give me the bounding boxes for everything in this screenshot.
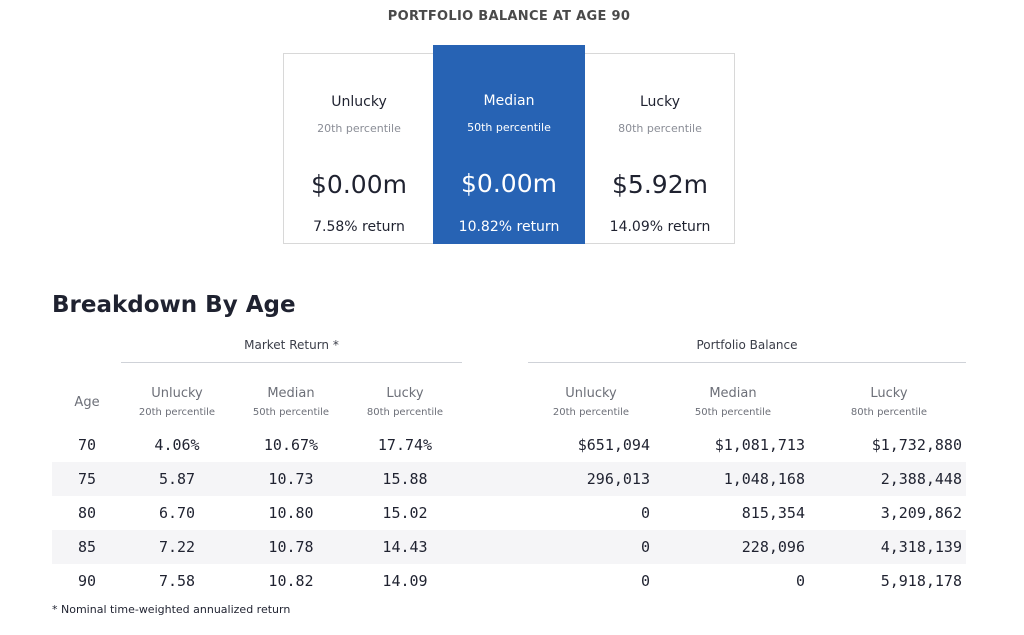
- column-header-percentile: 20th percentile: [138, 407, 216, 418]
- balance-lucky-header: Lucky 80th percentile: [839, 386, 939, 418]
- age-cell: 70: [77, 436, 97, 454]
- market-lucky-header: Lucky 80th percentile: [355, 386, 455, 418]
- scenario-balance: $0.00m: [461, 169, 557, 198]
- scenario-return: 14.09% return: [609, 219, 711, 235]
- balance-lucky-cell: $1,732,880: [871, 436, 962, 454]
- table-row: 70 4.06% 10.67% 17.74% $651,094 $1,081,7…: [52, 428, 966, 462]
- balance-unlucky-cell: 0: [640, 572, 650, 590]
- return-unlucky-cell: 4.06%: [154, 436, 200, 454]
- column-header-percentile: 80th percentile: [366, 407, 444, 418]
- scenario-card-median: Median 50th percentile $0.00m 10.82% ret…: [433, 45, 585, 244]
- breakdown-title: Breakdown By Age: [52, 292, 296, 318]
- scenario-balance: $5.92m: [612, 170, 708, 199]
- portfolio-balance-divider: [528, 362, 966, 363]
- return-lucky-cell: 15.88: [382, 470, 428, 488]
- scenario-return: 10.82% return: [458, 219, 560, 235]
- footnote: * Nominal time-weighted annualized retur…: [52, 603, 291, 616]
- scenario-name: Median: [483, 93, 535, 109]
- column-header-name: Lucky: [386, 386, 424, 401]
- scenario-balance: $0.00m: [311, 170, 407, 199]
- scenario-name: Unlucky: [331, 94, 387, 110]
- return-median-cell: 10.73: [268, 470, 314, 488]
- balance-unlucky-cell: 296,013: [586, 470, 650, 488]
- age-cell: 75: [77, 470, 97, 488]
- column-header-name: Median: [709, 386, 757, 401]
- balance-unlucky-cell: $651,094: [577, 436, 650, 454]
- column-header-name: Unlucky: [565, 386, 617, 401]
- balance-lucky-cell: 4,318,139: [880, 538, 962, 556]
- table-row: 85 7.22 10.78 14.43 0 228,096 4,318,139: [52, 530, 966, 564]
- return-unlucky-cell: 7.58: [158, 572, 196, 590]
- scenario-card-lucky: Lucky 80th percentile $5.92m 14.09% retu…: [585, 54, 735, 243]
- return-lucky-cell: 17.74%: [377, 436, 433, 454]
- summary-title: PORTFOLIO BALANCE AT AGE 90: [387, 9, 631, 24]
- scenario-name: Lucky: [639, 94, 681, 110]
- return-unlucky-cell: 5.87: [158, 470, 196, 488]
- portfolio-balance-group-label: Portfolio Balance: [696, 338, 798, 352]
- age-column-header: Age: [74, 395, 100, 410]
- column-header-name: Unlucky: [151, 386, 203, 401]
- balance-median-cell: $1,081,713: [714, 436, 805, 454]
- balance-lucky-cell: 2,388,448: [880, 470, 962, 488]
- age-cell: 80: [77, 504, 97, 522]
- table-row: 80 6.70 10.80 15.02 0 815,354 3,209,862: [52, 496, 966, 530]
- balance-median-cell: 815,354: [741, 504, 805, 522]
- balance-unlucky-cell: 0: [640, 538, 650, 556]
- return-median-cell: 10.78: [268, 538, 314, 556]
- return-unlucky-cell: 7.22: [158, 538, 196, 556]
- scenario-return: 7.58% return: [313, 219, 405, 235]
- balance-lucky-cell: 3,209,862: [880, 504, 962, 522]
- balance-median-header: Median 50th percentile: [683, 386, 783, 418]
- column-header-percentile: 80th percentile: [850, 407, 928, 418]
- return-median-cell: 10.80: [268, 504, 314, 522]
- return-lucky-cell: 14.43: [382, 538, 428, 556]
- market-median-header: Median 50th percentile: [241, 386, 341, 418]
- scenario-percentile: 80th percentile: [618, 122, 702, 135]
- return-median-cell: 10.82: [268, 572, 314, 590]
- balance-unlucky-header: Unlucky 20th percentile: [541, 386, 641, 418]
- return-lucky-cell: 14.09: [382, 572, 428, 590]
- return-lucky-cell: 15.02: [382, 504, 428, 522]
- column-header-percentile: 50th percentile: [694, 407, 772, 418]
- balance-lucky-cell: 5,918,178: [880, 572, 962, 590]
- market-return-group-label: Market Return *: [244, 338, 339, 352]
- scenario-percentile: 20th percentile: [317, 122, 401, 135]
- market-return-divider: [121, 362, 462, 363]
- market-unlucky-header: Unlucky 20th percentile: [127, 386, 227, 418]
- scenario-percentile: 50th percentile: [467, 121, 551, 134]
- column-header-name: Median: [267, 386, 315, 401]
- age-cell: 90: [77, 572, 97, 590]
- column-header-name: Lucky: [870, 386, 908, 401]
- return-unlucky-cell: 6.70: [158, 504, 196, 522]
- table-row: 75 5.87 10.73 15.88 296,013 1,048,168 2,…: [52, 462, 966, 496]
- scenario-card-unlucky: Unlucky 20th percentile $0.00m 7.58% ret…: [284, 54, 434, 243]
- balance-median-cell: 1,048,168: [723, 470, 805, 488]
- balance-median-cell: 0: [795, 572, 805, 590]
- balance-median-cell: 228,096: [741, 538, 805, 556]
- column-header-percentile: 20th percentile: [552, 407, 630, 418]
- scenario-cards: Unlucky 20th percentile $0.00m 7.58% ret…: [283, 45, 735, 244]
- balance-unlucky-cell: 0: [640, 504, 650, 522]
- age-cell: 85: [77, 538, 97, 556]
- column-header-percentile: 50th percentile: [252, 407, 330, 418]
- return-median-cell: 10.67%: [263, 436, 319, 454]
- table-row: 90 7.58 10.82 14.09 0 0 5,918,178: [52, 564, 966, 598]
